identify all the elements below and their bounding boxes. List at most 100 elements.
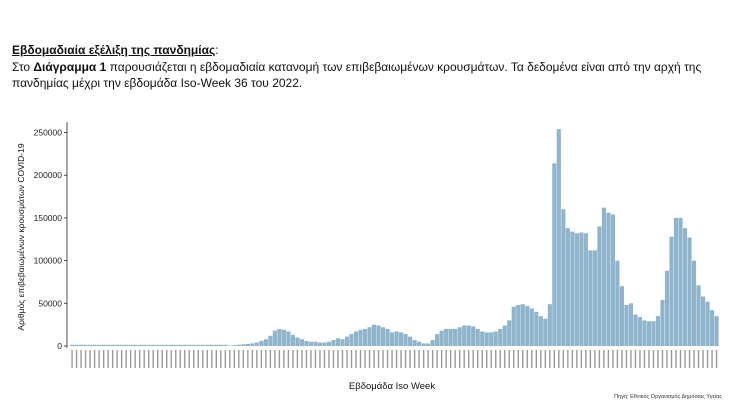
bar (678, 217, 683, 346)
x-axis-label: Εβδομάδα Iso Week (349, 381, 435, 392)
source-note: Πηγή: Εθνικός Οργανισμός Δημόσιας Υγείας (614, 394, 722, 400)
bar (583, 233, 588, 346)
bar (142, 344, 147, 346)
bar (173, 344, 178, 346)
bar (619, 286, 624, 346)
bar (457, 327, 462, 346)
bar (385, 328, 390, 346)
bar (151, 344, 156, 346)
bar (592, 250, 597, 346)
bar (682, 228, 688, 346)
bar (164, 344, 169, 346)
bar (218, 344, 223, 346)
bar (669, 236, 674, 346)
bar (254, 342, 259, 346)
y-axis-label: Αριθμός επιβεβαιωμένων κρουσμάτων COVID-… (16, 143, 26, 330)
bar (263, 339, 268, 346)
bar (79, 344, 84, 346)
bar (74, 344, 79, 346)
bar (588, 250, 593, 346)
bar (579, 232, 584, 346)
bar (601, 207, 606, 346)
bar (534, 311, 539, 346)
bar (119, 344, 124, 346)
y-tick-label: 200000 (34, 170, 63, 180)
bar (380, 327, 386, 346)
bar (714, 316, 719, 346)
bar (128, 344, 133, 346)
bar (295, 337, 300, 346)
y-ticks: 0 50000 100000 150000 200000 250000 (34, 128, 67, 351)
intro-text: παρουσιάζεται η εβδομαδιαία κατανομή των… (12, 60, 702, 90)
bar (615, 260, 620, 346)
bar (484, 332, 489, 346)
bar (655, 316, 661, 346)
x-tick-marks (71, 350, 718, 368)
bar (511, 306, 516, 346)
bar (651, 321, 656, 346)
bar (543, 318, 548, 346)
bar (399, 332, 404, 346)
weekly-cases-chart: 0 50000 100000 150000 200000 250000 Αριθμός ε… (16, 122, 719, 392)
bar (507, 320, 512, 346)
bar (349, 334, 354, 346)
bar (223, 344, 228, 346)
bar (317, 342, 323, 346)
bar (268, 335, 273, 346)
bar (709, 310, 715, 346)
bar (326, 341, 332, 346)
bar (290, 334, 295, 346)
bar (115, 344, 120, 346)
bar (529, 308, 534, 346)
bar (313, 341, 318, 346)
bar (241, 344, 246, 346)
bar (322, 342, 327, 346)
bar (439, 330, 444, 346)
bar (516, 305, 521, 346)
bar (286, 331, 291, 346)
bar (344, 336, 350, 346)
bar (408, 336, 413, 346)
bar (624, 305, 629, 346)
bar (435, 334, 440, 346)
bar (232, 345, 237, 346)
bar (133, 344, 138, 346)
bar (196, 344, 201, 346)
y-tick-label: 150000 (34, 213, 63, 223)
bar (498, 328, 503, 346)
bar (245, 343, 250, 346)
y-tick-label: 250000 (34, 128, 63, 138)
bar (277, 328, 282, 346)
bar (628, 303, 634, 346)
bar (178, 344, 183, 346)
bar (169, 344, 174, 346)
bar (462, 325, 467, 346)
bar (538, 316, 543, 346)
bar (259, 340, 264, 346)
bar (466, 325, 471, 346)
intro-prefix: Στο (12, 60, 34, 74)
bar (664, 270, 670, 346)
bar (489, 332, 494, 346)
bar (155, 344, 160, 346)
bar (606, 212, 611, 346)
bar (358, 329, 363, 346)
bar (700, 296, 706, 346)
bar (597, 226, 602, 346)
y-tick-label: 50000 (38, 298, 62, 308)
bar (417, 341, 422, 346)
bar (673, 217, 679, 346)
bar (97, 344, 102, 346)
bar (412, 340, 417, 346)
bar (304, 340, 309, 346)
bar (205, 344, 210, 346)
bar (308, 341, 314, 346)
intro-paragraph: Στο Διάγραμμα 1 παρουσιάζεται η εβδομαδι… (12, 59, 728, 91)
bar (182, 344, 187, 346)
bar (525, 305, 530, 346)
bar (556, 129, 561, 346)
bar (502, 325, 507, 346)
bar (124, 344, 129, 346)
bar (453, 328, 458, 346)
bar (448, 328, 453, 346)
